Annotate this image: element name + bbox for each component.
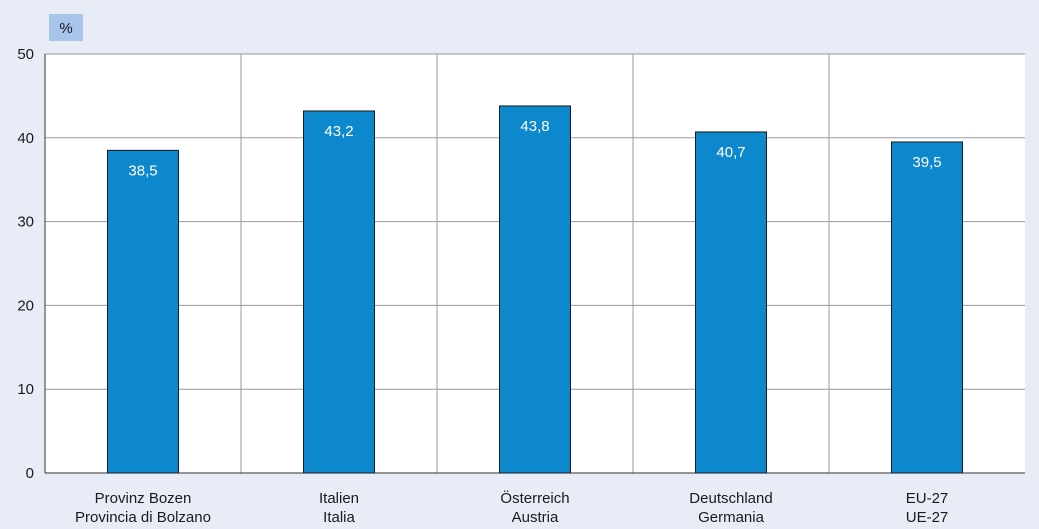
y-tick-label-50: 50: [17, 46, 34, 63]
category-label-0-0: Provinz Bozen: [95, 490, 192, 507]
category-label-2-1: Austria: [512, 509, 559, 526]
y-tick-label-40: 40: [17, 130, 34, 147]
category-label-4-0: EU-27: [906, 490, 949, 507]
data-label-2: 43,8: [520, 118, 549, 135]
bar-1: [303, 110, 375, 474]
unit-label-group: %: [49, 14, 83, 41]
category-label-1-0: Italien: [319, 490, 359, 507]
y-tick-label-30: 30: [17, 214, 34, 231]
bar-3: [695, 131, 767, 474]
y-tick-label-20: 20: [17, 297, 34, 314]
x-axis-categories: Provinz Bozen Provincia di Bolzano Italien…: [75, 489, 948, 526]
data-label-1: 43,2: [324, 123, 353, 140]
unit-label-box: [49, 14, 83, 41]
category-label-3-1: Germania: [698, 509, 765, 526]
unit-label: %: [59, 20, 72, 37]
data-label-4: 39,5: [912, 154, 941, 171]
category-label-3-0: Deutschland: [689, 490, 772, 507]
y-axis-ticks: 0 10 20 30 40 50: [17, 46, 34, 482]
category-label-0-1: Provincia di Bolzano: [75, 509, 211, 526]
bar-4: [891, 141, 963, 474]
y-tick-label-10: 10: [17, 381, 34, 398]
data-label-3: 40,7: [716, 144, 745, 161]
bar-2: [499, 105, 571, 474]
category-label-1-1: Italia: [323, 509, 355, 526]
data-labels: 38,5 43,2 43,8 40,7 39,5: [128, 118, 941, 179]
y-tick-label-0: 0: [26, 465, 34, 482]
data-label-0: 38,5: [128, 162, 157, 179]
bars: [107, 105, 963, 474]
category-label-2-0: Österreich: [500, 489, 569, 507]
bar-0: [107, 149, 179, 474]
category-label-4-1: UE-27: [906, 509, 949, 526]
